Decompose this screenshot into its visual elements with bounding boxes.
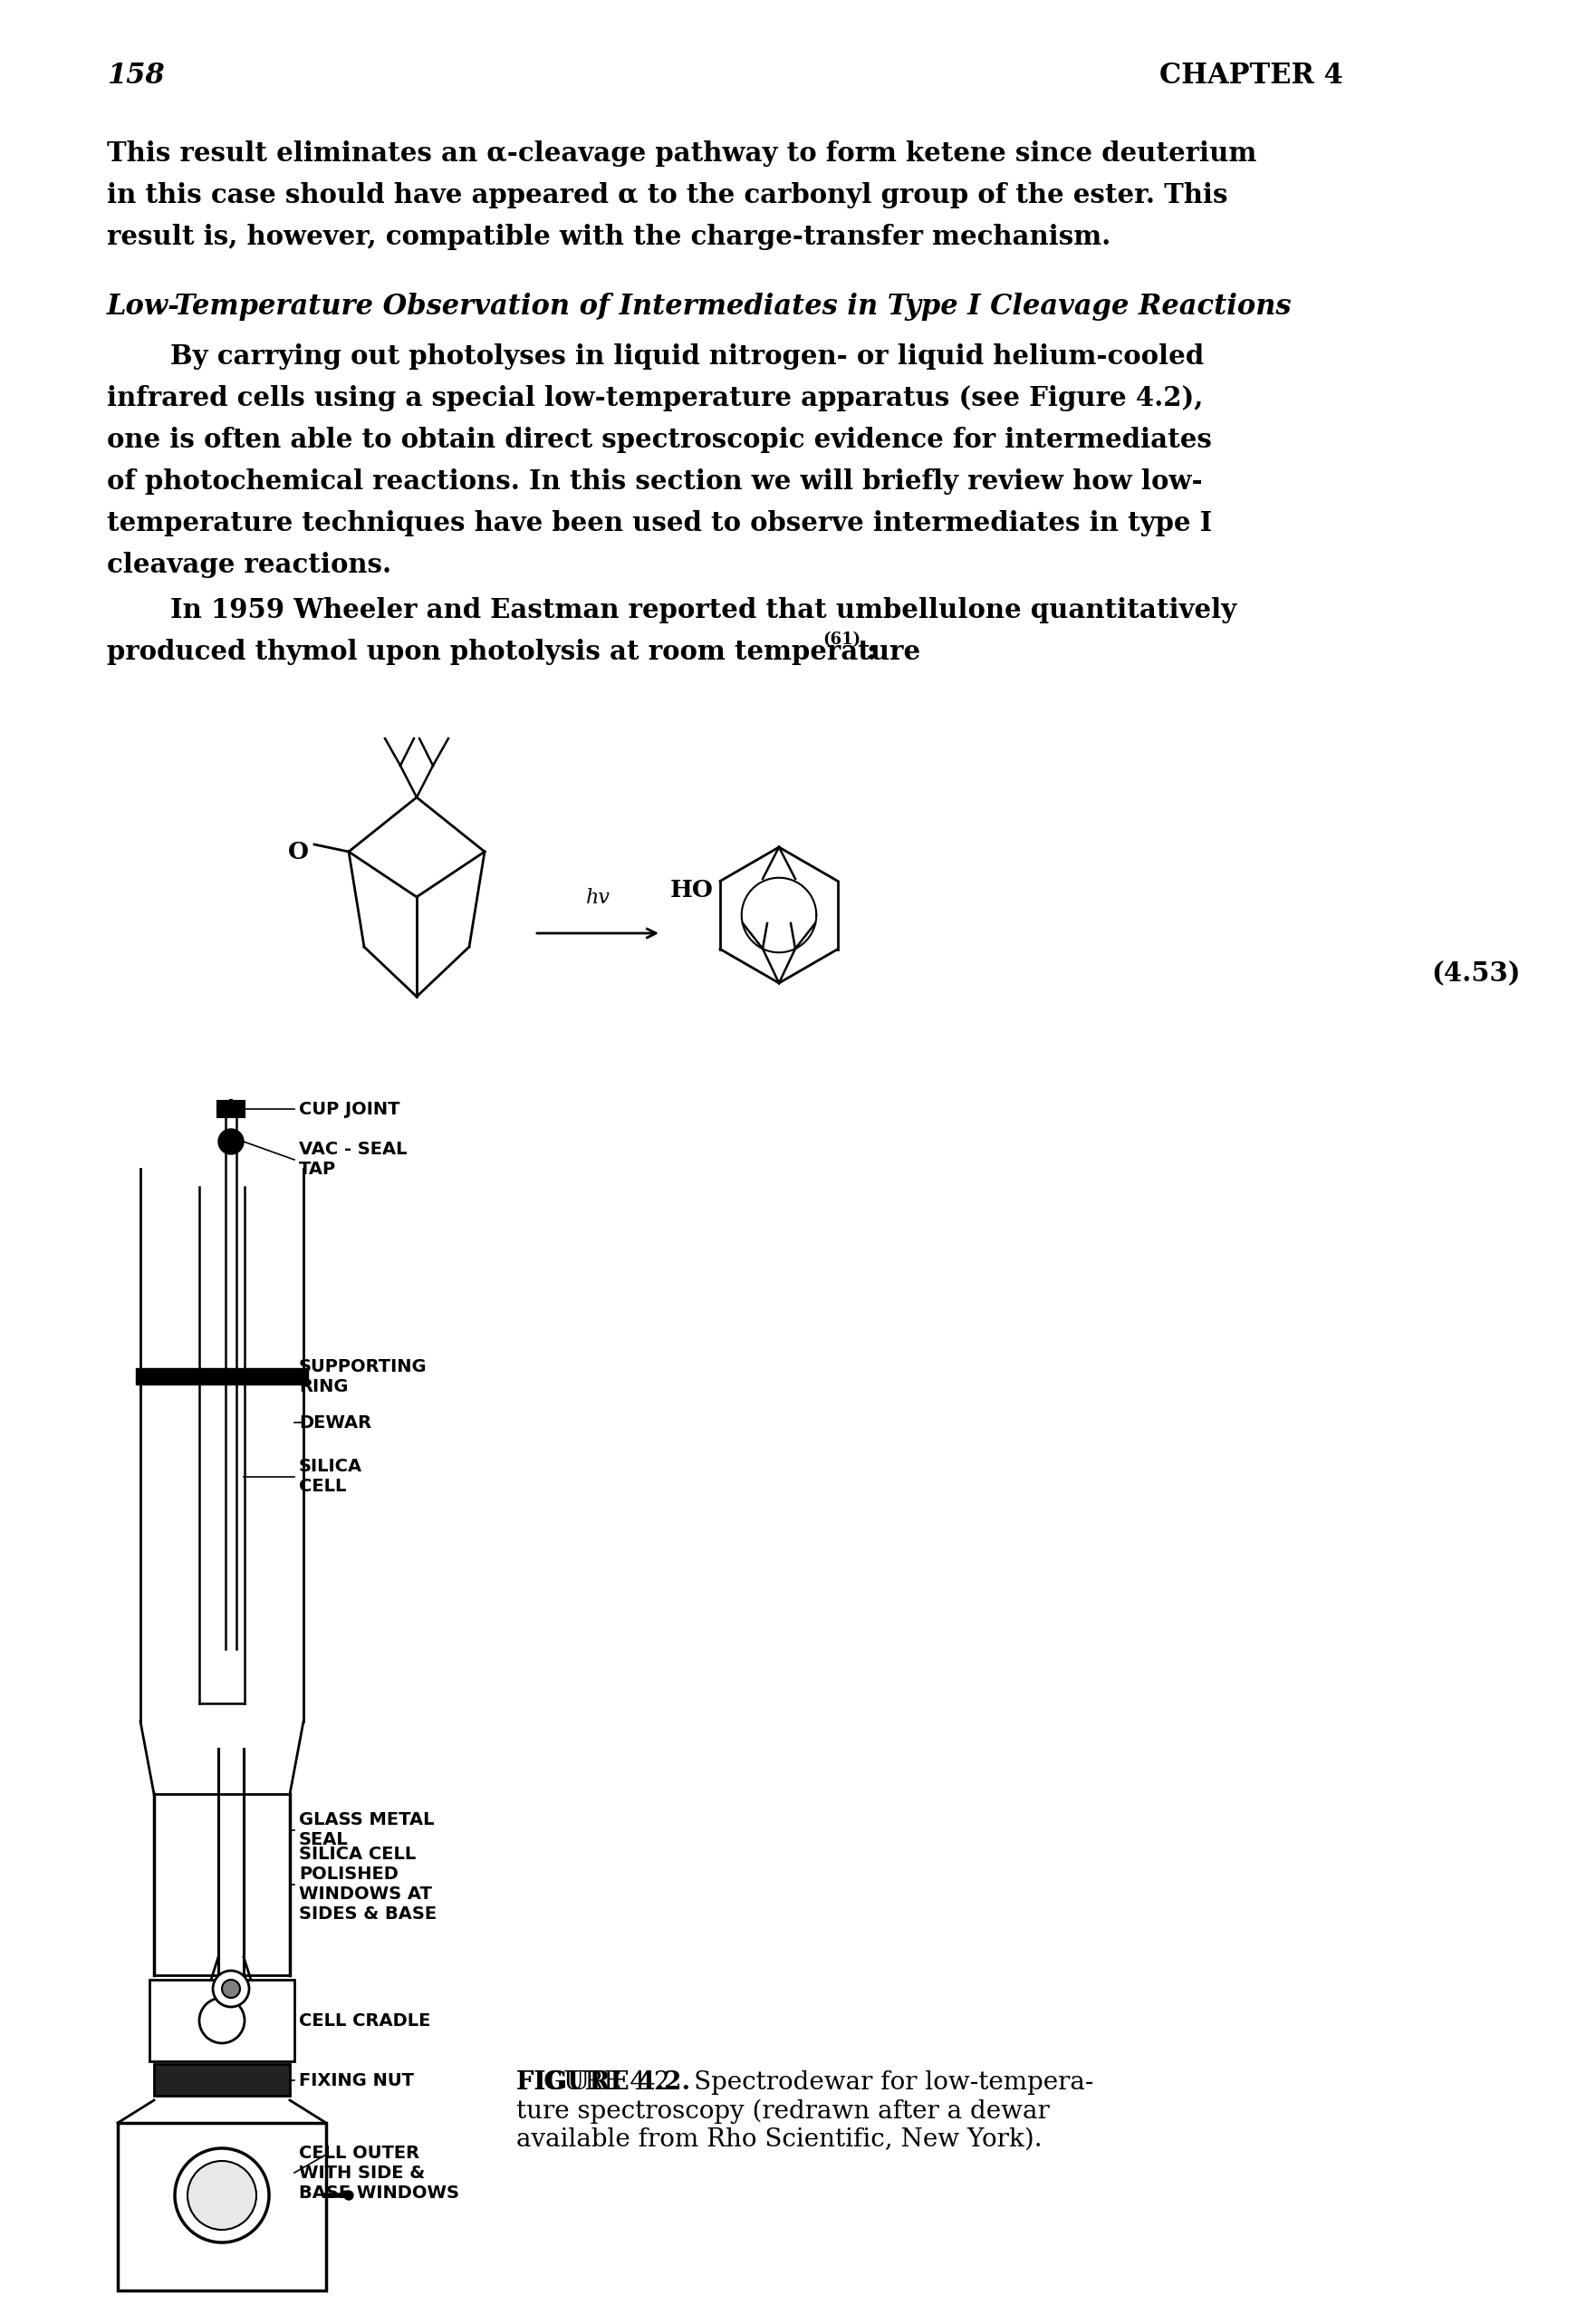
Text: FIXING NUT: FIXING NUT <box>298 2072 413 2088</box>
Text: This result eliminates an α-cleavage pathway to form ketene since deuterium: This result eliminates an α-cleavage pat… <box>107 141 1256 166</box>
Text: (61): (61) <box>822 632 860 648</box>
Text: In 1959 Wheeler and Eastman reported that umbellulone quantitatively: In 1959 Wheeler and Eastman reported tha… <box>171 597 1237 622</box>
Bar <box>150 1980 294 2061</box>
Text: one is often able to obtain direct spectroscopic evidence for intermediates: one is often able to obtain direct spect… <box>107 426 1211 454</box>
Circle shape <box>212 1971 249 2008</box>
Text: SILICA
CELL: SILICA CELL <box>298 1459 362 1496</box>
Text: CELL CRADLE: CELL CRADLE <box>298 2012 431 2028</box>
Text: FIGURE 4.2.  Spectrodewar for low-tempera-
ture spectroscopy (redrawn after a de: FIGURE 4.2. Spectrodewar for low-tempera… <box>516 2070 1093 2153</box>
Text: (4.53): (4.53) <box>1432 961 1521 987</box>
Text: FIGURE 4.2.: FIGURE 4.2. <box>516 2070 691 2095</box>
Circle shape <box>219 1129 244 1155</box>
Circle shape <box>176 2148 270 2243</box>
Bar <box>227 1102 235 1106</box>
Text: cleavage reactions.: cleavage reactions. <box>107 551 391 579</box>
Text: SILICA CELL
POLISHED
WINDOWS AT
SIDES & BASE: SILICA CELL POLISHED WINDOWS AT SIDES & … <box>298 1846 437 1922</box>
Text: of photochemical reactions. In this section we will briefly review how low-: of photochemical reactions. In this sect… <box>107 468 1202 496</box>
Text: CELL OUTER
WITH SIDE &
BASE WINDOWS: CELL OUTER WITH SIDE & BASE WINDOWS <box>298 2144 460 2201</box>
Text: produced thymol upon photolysis at room temperature: produced thymol upon photolysis at room … <box>107 638 921 666</box>
Text: VAC - SEAL
TAP: VAC - SEAL TAP <box>298 1141 407 1178</box>
Text: in this case should have appeared α to the carbonyl group of the ester. This: in this case should have appeared α to t… <box>107 182 1227 207</box>
Text: temperature techniques have been used to observe intermediates in type I: temperature techniques have been used to… <box>107 509 1213 537</box>
Text: infrared cells using a special low-temperature apparatus (see Figure 4.2),: infrared cells using a special low-tempe… <box>107 385 1203 410</box>
Text: hv: hv <box>586 887 610 908</box>
Text: 158: 158 <box>107 62 164 90</box>
Text: DEWAR: DEWAR <box>298 1413 372 1431</box>
Circle shape <box>222 1980 239 1998</box>
Circle shape <box>345 2190 353 2199</box>
Bar <box>217 1102 244 1118</box>
Text: Low-Temperature Observation of Intermediates in Type I Cleavage Reactions: Low-Temperature Observation of Intermedi… <box>107 293 1293 320</box>
Text: result is, however, compatible with the charge-transfer mechanism.: result is, however, compatible with the … <box>107 224 1111 249</box>
Bar <box>153 2063 290 2095</box>
Circle shape <box>187 2162 257 2229</box>
Text: HO: HO <box>670 878 713 901</box>
Bar <box>136 1369 308 1385</box>
Text: :: : <box>867 638 876 666</box>
Bar <box>118 2123 326 2291</box>
Text: O: O <box>287 841 308 862</box>
Text: SUPPORTING
RING: SUPPORTING RING <box>298 1358 428 1395</box>
Text: CUP JOINT: CUP JOINT <box>298 1099 401 1118</box>
Circle shape <box>200 1998 244 2042</box>
Text: By carrying out photolyses in liquid nitrogen- or liquid helium-cooled: By carrying out photolyses in liquid nit… <box>171 343 1203 369</box>
Text: CHAPTER 4: CHAPTER 4 <box>1159 62 1344 90</box>
Text: GLASS METAL
SEAL: GLASS METAL SEAL <box>298 1812 434 1849</box>
